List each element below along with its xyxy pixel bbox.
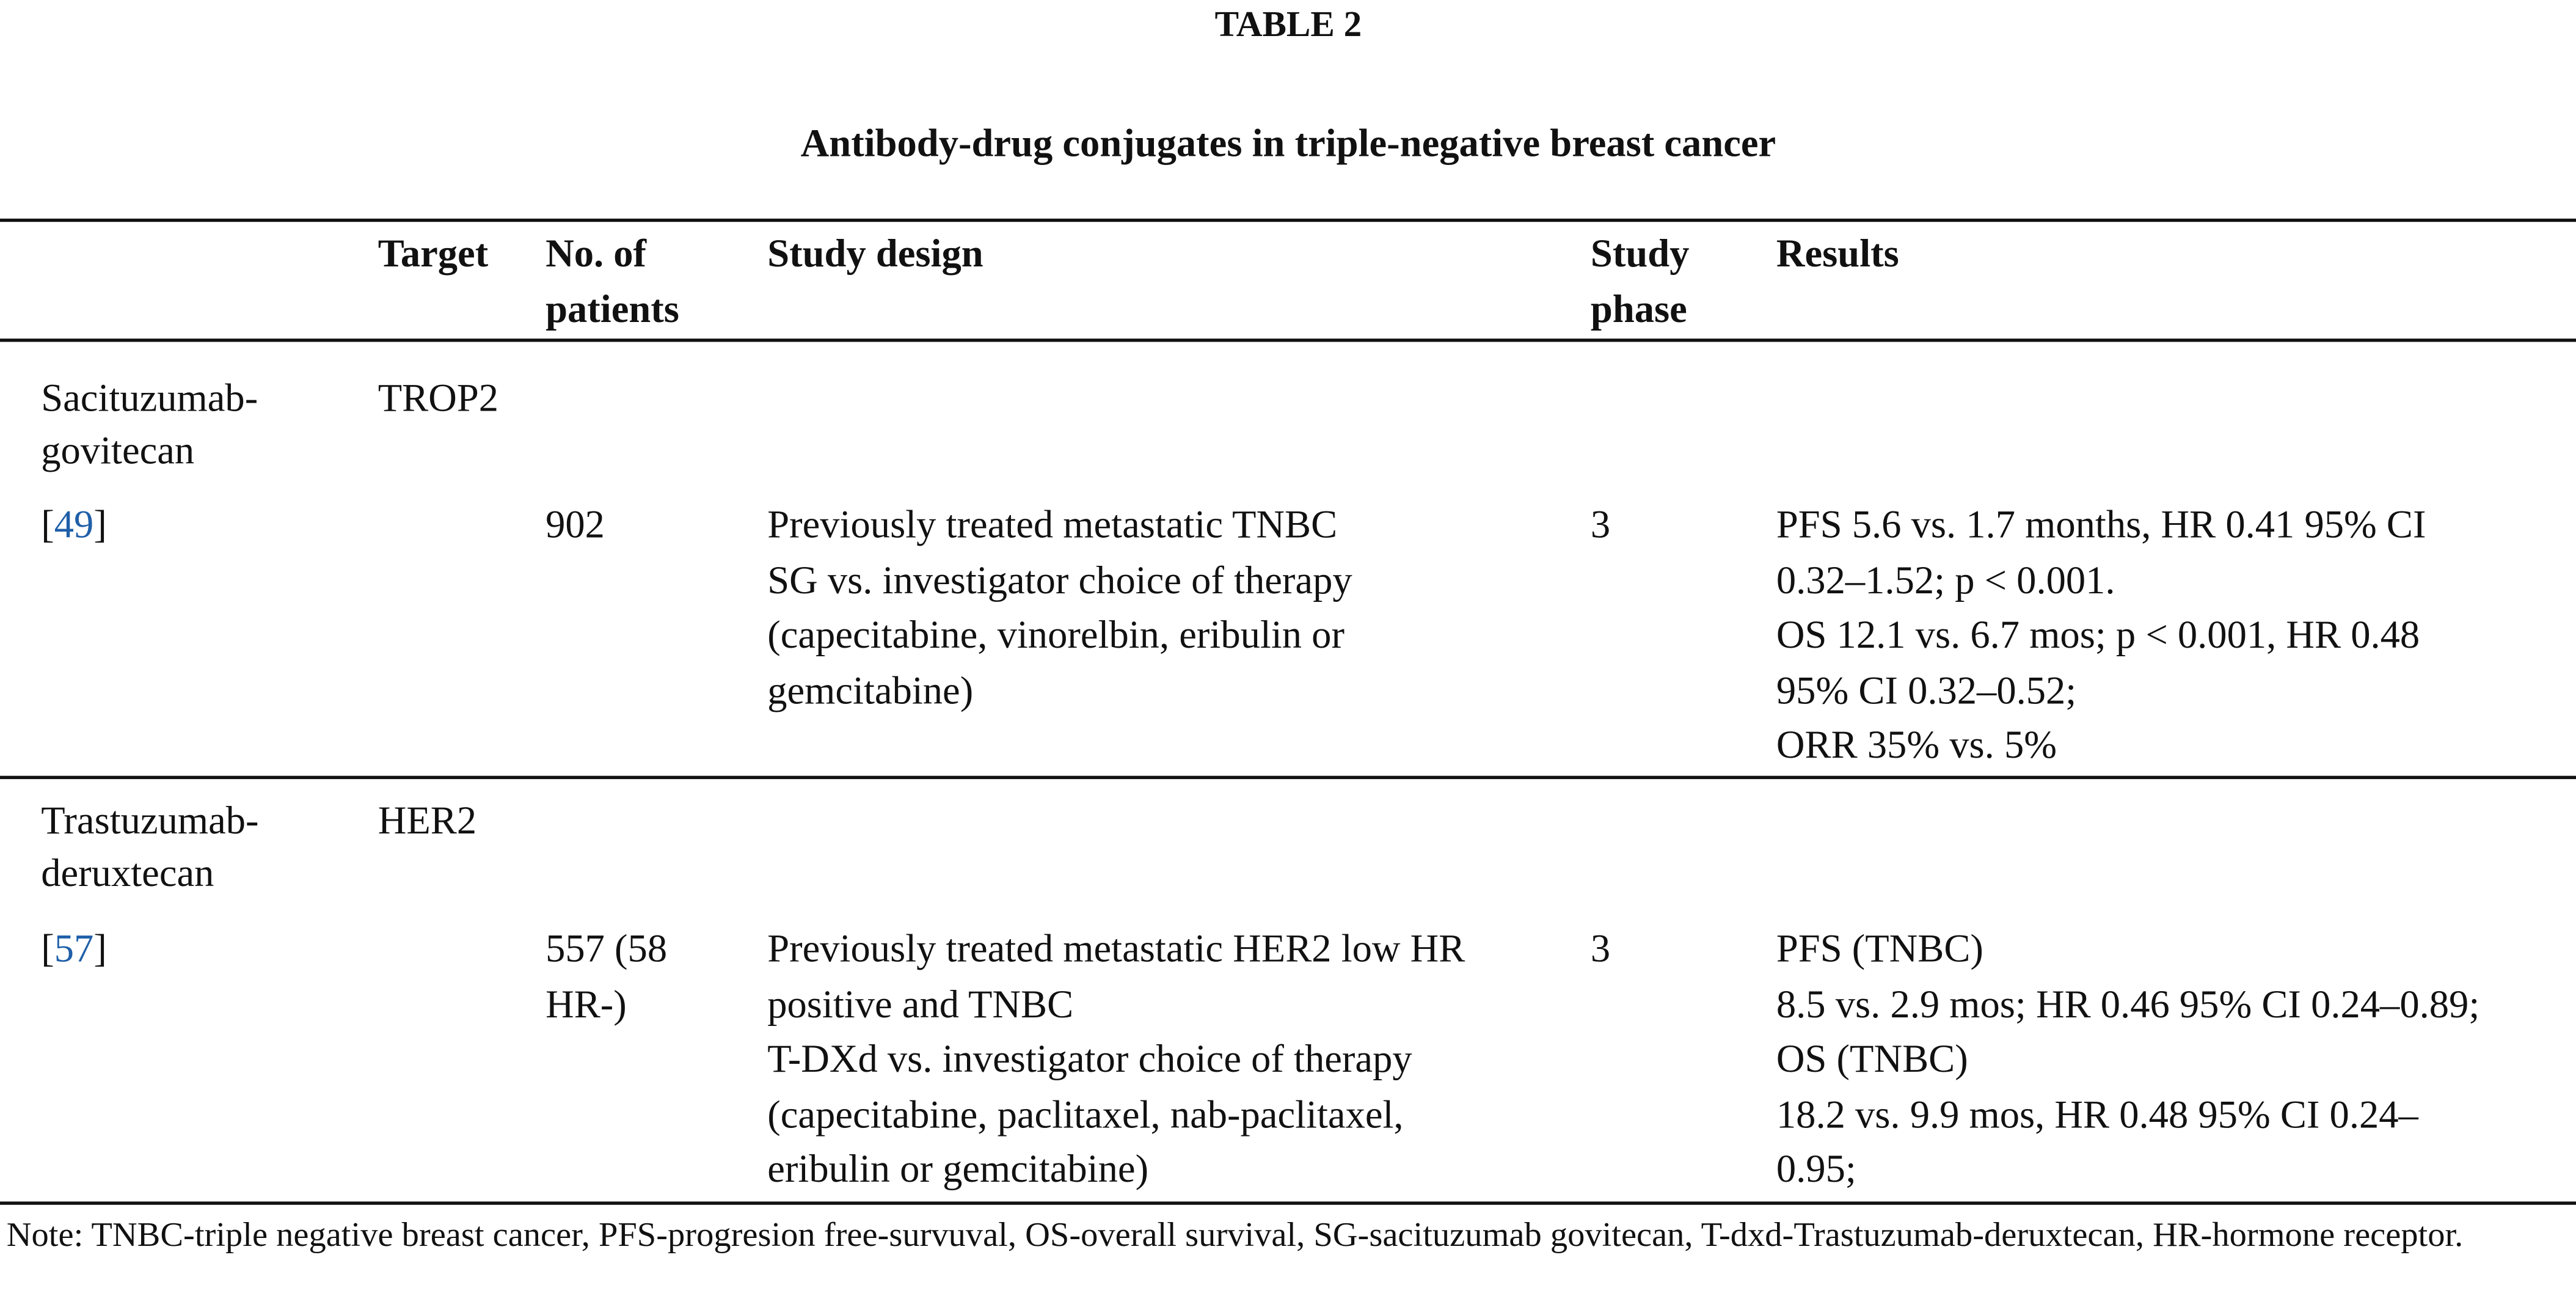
patients-line: 557 (58	[545, 928, 668, 972]
reference-bracket: [	[41, 928, 54, 972]
header-cell: No. of	[545, 233, 647, 276]
design-line: (capecitabine, paclitaxel, nab-paclitaxe…	[767, 1094, 1404, 1137]
row-rule	[0, 775, 2576, 780]
design-line: Previously treated metastatic HER2 low H…	[767, 928, 1465, 972]
results-line: 0.32–1.52; p < 0.001.	[1776, 559, 2115, 602]
reference-link[interactable]: 57	[54, 928, 94, 972]
phase-line: 3	[1590, 928, 1611, 972]
results-line: 8.5 vs. 2.9 mos; HR 0.46 95% CI 0.24–0.8…	[1776, 983, 2480, 1027]
reference-bracket: ]	[93, 928, 107, 972]
results-line: 0.95;	[1776, 1149, 1856, 1192]
results-line: 95% CI 0.32–0.52;	[1776, 670, 2077, 713]
header-cell: patients	[545, 288, 679, 332]
reference: [49]	[41, 500, 107, 552]
target: HER2	[378, 800, 477, 843]
top-rule	[0, 218, 2576, 222]
patients-line: HR-)	[545, 983, 627, 1027]
design-line: T-DXd vs. investigator choice of therapy	[767, 1039, 1412, 1082]
header-cell: phase	[1590, 288, 1687, 332]
results-line: 18.2 vs. 9.9 mos, HR 0.48 95% CI 0.24–	[1776, 1094, 2418, 1137]
header-cell: Target	[378, 233, 489, 276]
header-cell: Results	[1776, 233, 1899, 276]
phase-line: 3	[1590, 504, 1611, 547]
drug-name: Trastuzumab-	[41, 800, 259, 843]
design-line: Previously treated metastatic TNBC	[767, 504, 1338, 547]
results-line: PFS (TNBC)	[1776, 928, 1983, 972]
patients-line: 902	[545, 504, 605, 547]
design-line: SG vs. investigator choice of therapy	[767, 559, 1352, 602]
bottom-rule	[0, 1201, 2576, 1205]
table-caption: Antibody-drug conjugates in triple-negat…	[800, 123, 1776, 166]
results-line: PFS 5.6 vs. 1.7 months, HR 0.41 95% CI	[1776, 504, 2426, 547]
header-cell: Study	[1590, 233, 1690, 276]
reference-bracket: ]	[93, 504, 107, 547]
reference-bracket: [	[41, 504, 54, 547]
header-cell: Study design	[767, 233, 983, 276]
results-line: ORR 35% vs. 5%	[1776, 725, 2057, 768]
results-line: OS (TNBC)	[1776, 1039, 1968, 1082]
table-note: Note: TNBC-triple negative breast cancer…	[6, 1214, 2464, 1254]
table-title: TABLE 2	[1214, 3, 1362, 45]
header-rule	[0, 339, 2576, 342]
target: TROP2	[378, 378, 499, 421]
drug-name: govitecan	[41, 430, 195, 474]
results-line: OS 12.1 vs. 6.7 mos; p < 0.001, HR 0.48	[1776, 615, 2420, 657]
design-line: positive and TNBC	[767, 983, 1074, 1027]
drug-name: Sacituzumab-	[41, 378, 258, 421]
design-line: gemcitabine)	[767, 670, 974, 713]
drug-name: deruxtecan	[41, 853, 214, 896]
reference-link[interactable]: 49	[54, 504, 94, 547]
design-line: (capecitabine, vinorelbin, eribulin or	[767, 615, 1345, 657]
design-line: eribulin or gemcitabine)	[767, 1149, 1149, 1192]
reference: [57]	[41, 924, 107, 976]
